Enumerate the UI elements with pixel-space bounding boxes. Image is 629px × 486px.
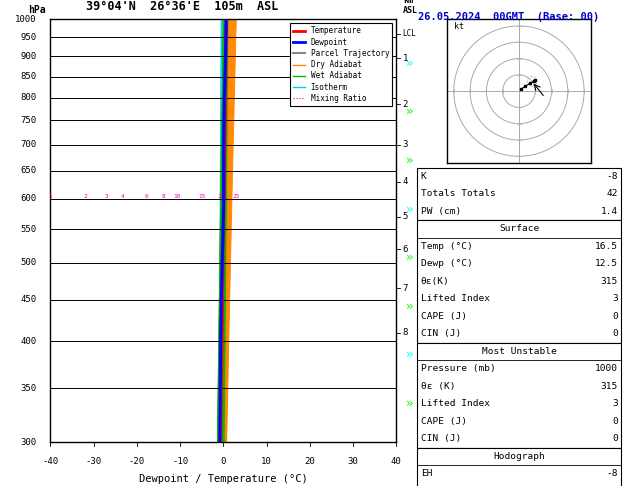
Text: kt: kt (454, 22, 464, 31)
Text: 2: 2 (84, 194, 87, 199)
Text: »: » (406, 348, 413, 361)
Text: θε(K): θε(K) (421, 277, 450, 286)
Text: 8: 8 (161, 194, 165, 199)
Text: 20: 20 (217, 194, 225, 199)
Text: -30: -30 (86, 457, 102, 466)
Text: Dewp (°C): Dewp (°C) (421, 260, 472, 268)
Text: 400: 400 (20, 337, 36, 346)
Text: 40: 40 (391, 457, 402, 466)
Text: »: » (406, 300, 413, 312)
Text: 0: 0 (612, 330, 618, 338)
Text: 3: 3 (105, 194, 109, 199)
Text: 550: 550 (20, 225, 36, 234)
Text: 4: 4 (121, 194, 125, 199)
Text: »: » (406, 154, 413, 167)
Text: 315: 315 (601, 277, 618, 286)
Text: Temp (°C): Temp (°C) (421, 242, 472, 251)
Text: hPa: hPa (28, 5, 45, 15)
Text: CAPE (J): CAPE (J) (421, 312, 467, 321)
Text: Most Unstable: Most Unstable (482, 347, 557, 356)
Text: Hodograph: Hodograph (493, 452, 545, 461)
Text: 0: 0 (612, 312, 618, 321)
Text: CIN (J): CIN (J) (421, 330, 461, 338)
Text: 650: 650 (20, 166, 36, 175)
Text: Pressure (mb): Pressure (mb) (421, 364, 496, 373)
Text: 6: 6 (144, 194, 148, 199)
Text: km
ASL: km ASL (403, 0, 418, 15)
Text: 4: 4 (403, 177, 408, 186)
Text: PW (cm): PW (cm) (421, 207, 461, 216)
Text: 12.5: 12.5 (594, 260, 618, 268)
Text: 1000: 1000 (594, 364, 618, 373)
Text: 600: 600 (20, 194, 36, 203)
Text: »: » (406, 105, 413, 118)
Legend: Temperature, Dewpoint, Parcel Trajectory, Dry Adiabat, Wet Adiabat, Isotherm, Mi: Temperature, Dewpoint, Parcel Trajectory… (290, 23, 392, 106)
Text: 42: 42 (606, 190, 618, 198)
Text: »: » (406, 251, 413, 264)
Text: 750: 750 (20, 116, 36, 125)
Text: Mixing Ratio (g/kg): Mixing Ratio (g/kg) (423, 183, 432, 278)
Text: 450: 450 (20, 295, 36, 304)
Text: 8: 8 (403, 328, 408, 337)
Text: 1.4: 1.4 (601, 207, 618, 216)
Text: 300: 300 (20, 438, 36, 447)
Text: LCL: LCL (403, 29, 416, 38)
Text: K: K (421, 172, 426, 181)
Text: 900: 900 (20, 52, 36, 61)
Text: Lifted Index: Lifted Index (421, 295, 490, 303)
Text: 16.5: 16.5 (594, 242, 618, 251)
Text: 6: 6 (403, 244, 408, 254)
Text: 3: 3 (612, 295, 618, 303)
Text: 0: 0 (221, 457, 226, 466)
Text: 950: 950 (20, 33, 36, 42)
Text: »: » (406, 203, 413, 215)
Text: Totals Totals: Totals Totals (421, 190, 496, 198)
Text: -10: -10 (172, 457, 188, 466)
Text: 315: 315 (601, 382, 618, 391)
Text: 350: 350 (20, 383, 36, 393)
Text: 0: 0 (612, 434, 618, 443)
Text: -8: -8 (606, 172, 618, 181)
Text: EH: EH (421, 469, 432, 478)
Text: 3: 3 (612, 399, 618, 408)
Text: 7: 7 (403, 284, 408, 293)
Text: 0: 0 (612, 417, 618, 426)
Text: 20: 20 (304, 457, 315, 466)
Text: Dewpoint / Temperature (°C): Dewpoint / Temperature (°C) (139, 474, 308, 484)
Text: 700: 700 (20, 140, 36, 149)
Text: 26.05.2024  00GMT  (Base: 00): 26.05.2024 00GMT (Base: 00) (418, 12, 599, 22)
Text: θε (K): θε (K) (421, 382, 455, 391)
Text: 25: 25 (232, 194, 240, 199)
Text: 1: 1 (48, 194, 52, 199)
Text: »: » (406, 57, 413, 69)
Text: 1000: 1000 (15, 15, 36, 24)
Text: Lifted Index: Lifted Index (421, 399, 490, 408)
Text: CAPE (J): CAPE (J) (421, 417, 467, 426)
Text: 10: 10 (261, 457, 272, 466)
Text: 3: 3 (403, 140, 408, 149)
Text: 2: 2 (403, 100, 408, 109)
Text: CIN (J): CIN (J) (421, 434, 461, 443)
Text: 850: 850 (20, 72, 36, 81)
Text: -8: -8 (606, 469, 618, 478)
Text: 500: 500 (20, 259, 36, 267)
Text: -40: -40 (42, 457, 58, 466)
Text: »: » (406, 397, 413, 410)
Text: Surface: Surface (499, 225, 539, 233)
Text: 1: 1 (403, 54, 408, 63)
Text: 10: 10 (173, 194, 181, 199)
Text: 39°04'N  26°36'E  105m  ASL: 39°04'N 26°36'E 105m ASL (86, 0, 278, 13)
Text: -20: -20 (129, 457, 145, 466)
Text: 30: 30 (348, 457, 359, 466)
Text: 5: 5 (403, 212, 408, 221)
Text: 800: 800 (20, 93, 36, 103)
Text: 15: 15 (199, 194, 206, 199)
Text: © weatheronline.co.uk: © weatheronline.co.uk (507, 474, 620, 484)
